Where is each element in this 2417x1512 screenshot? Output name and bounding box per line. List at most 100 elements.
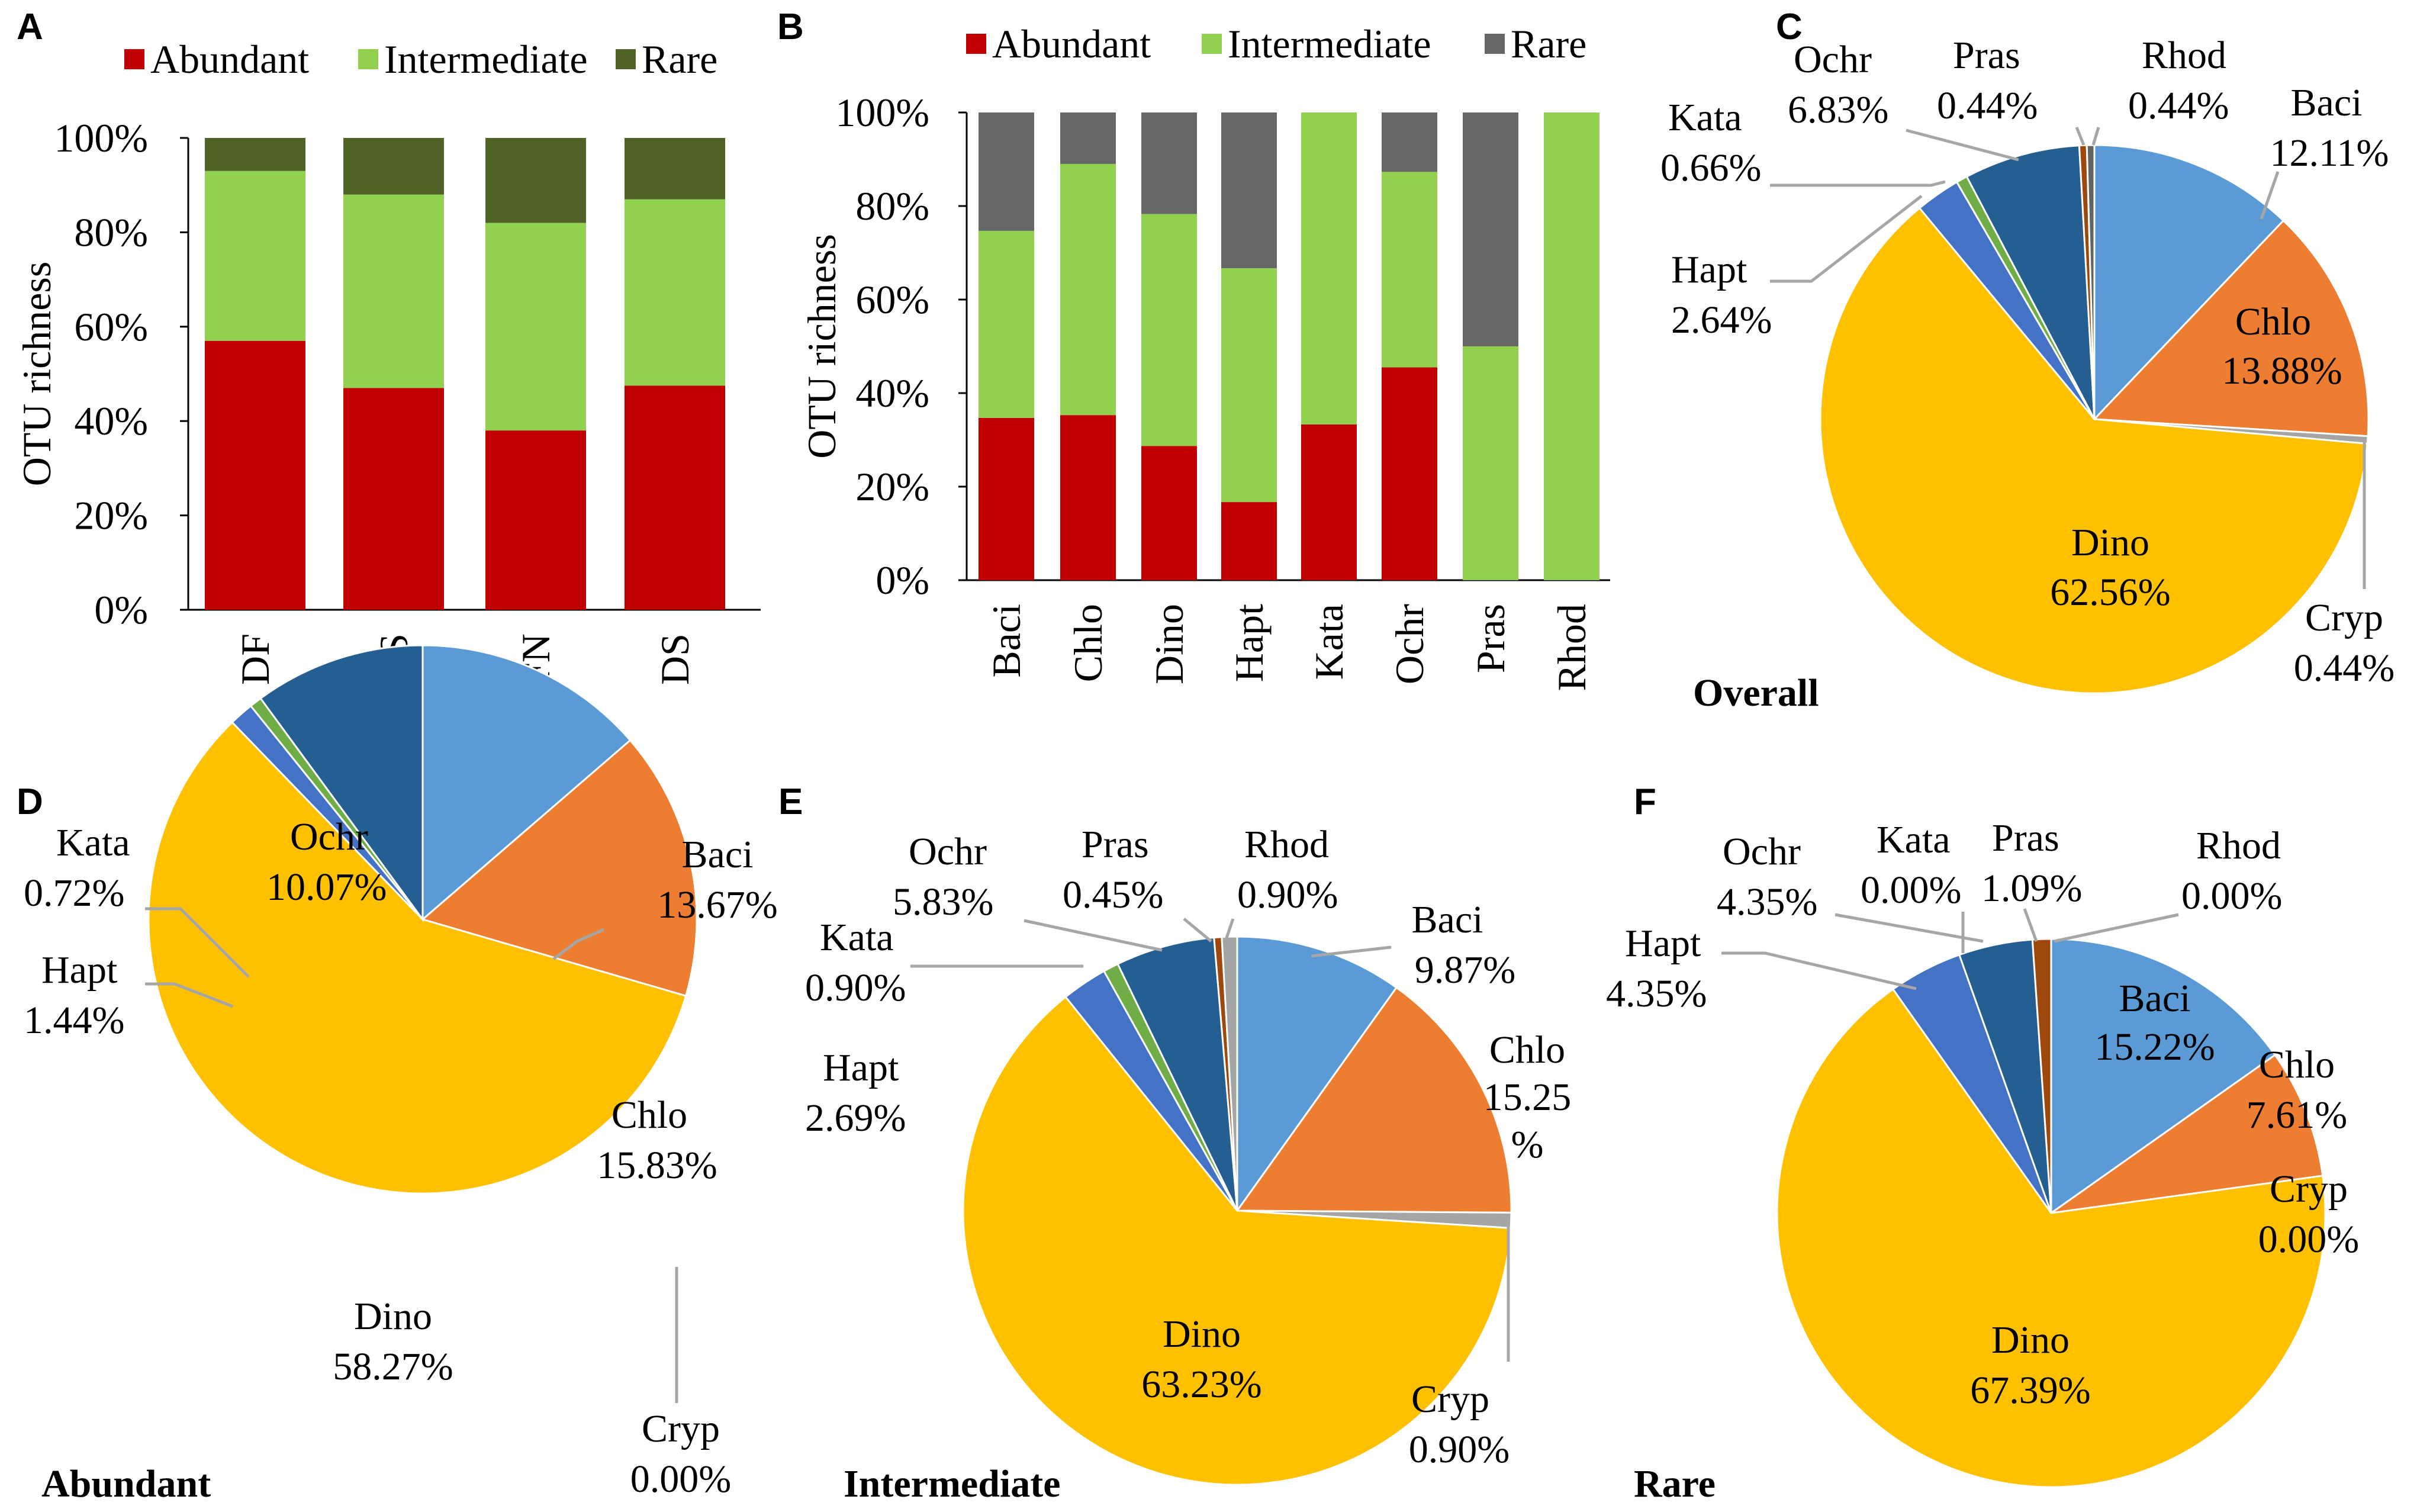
- leader-line-pras: [1183, 918, 1212, 942]
- slice-name-pras: Pras: [1992, 816, 2059, 860]
- bar-segment-hapt-rare: [1221, 112, 1277, 269]
- slice-name-chlo: Chlo: [1489, 1028, 1565, 1072]
- pie-title: Rare: [1634, 1462, 1716, 1505]
- legend-label-intermediate: Intermediate: [384, 37, 588, 82]
- pie-slice-baci: [421, 644, 632, 922]
- x-tick-label-df: DF: [233, 633, 278, 685]
- slice-name-cryp: Cryp: [642, 1407, 720, 1450]
- y-tick-label: 20%: [74, 493, 148, 538]
- bar-segment-df-abundant: [205, 340, 305, 610]
- slice-percent-rhod: 0.00%: [2181, 874, 2282, 918]
- slice-name-baci: Baci: [2119, 977, 2191, 1020]
- panel-b-stacked-bar-chart: B Abundant Intermediate Rare 0% 20% 40% 60% 80% 1…: [777, 7, 1610, 691]
- bar-segment-fn-rare: [485, 138, 586, 223]
- pie-slice-baci: [2093, 144, 2285, 422]
- bar-segment-chlo-abundant: [1060, 415, 1116, 580]
- slice-percent-chlo: 13.88%: [2222, 349, 2342, 393]
- slice-name-cryp: Cryp: [2305, 596, 2383, 639]
- slice-percent-hapt: 2.64%: [1671, 298, 1772, 342]
- y-tick-label: 60%: [74, 304, 148, 349]
- legend-swatch-intermediate: [1202, 34, 1222, 54]
- slice-name-chlo: Chlo: [612, 1093, 687, 1137]
- bar-segment-fn-abundant: [485, 430, 586, 610]
- pie-slice-baci: [2050, 938, 2277, 1215]
- bar-segment-hapt-intermediate: [1221, 268, 1277, 503]
- slice-name-hapt: Hapt: [41, 948, 117, 992]
- x-tick-label-kata: Kata: [1306, 604, 1351, 680]
- bar-segment-dino-abundant: [1141, 446, 1197, 580]
- panel-letter: C: [1776, 7, 1803, 47]
- legend-label-abundant: Abundant: [150, 37, 309, 82]
- bar-segment-chlo-rare: [1060, 112, 1116, 164]
- slice-name-hapt: Hapt: [1671, 248, 1747, 291]
- legend-swatch-intermediate: [358, 49, 378, 69]
- bar-segment-xs-rare: [343, 138, 444, 195]
- pie-slice-dino: [1776, 987, 2326, 1488]
- slice-percent-ochr: 10.07%: [266, 866, 387, 909]
- bar-segment-ochr-intermediate: [1382, 172, 1437, 368]
- slice-percent-pras: 0.45%: [1063, 873, 1163, 916]
- slice-percent-cryp: 0.00%: [2258, 1218, 2359, 1261]
- slice-percent-dino: 63.23%: [1141, 1363, 1261, 1406]
- slice-percent-hapt: 4.35%: [1606, 972, 1707, 1015]
- leader-line-ochr: [1835, 913, 1984, 943]
- y-tick-label: 20%: [855, 464, 929, 509]
- pie-slice-ochr: [1116, 937, 1238, 1211]
- pie-slice-pras: [2031, 938, 2052, 1214]
- legend-label-abundant: Abundant: [992, 21, 1151, 66]
- slice-name-rhod: Rhod: [2196, 824, 2281, 867]
- x-tick-label-chlo: Chlo: [1066, 604, 1111, 682]
- pie-slice-chlo: [1235, 986, 1512, 1214]
- slice-name-kata: Kata: [1668, 96, 1742, 139]
- slice-percent-dino: 67.39%: [1970, 1369, 2090, 1412]
- slice-percent-hapt: 1.44%: [24, 999, 124, 1042]
- pie-slice-dino: [1819, 207, 2368, 694]
- bar-segment-chlo-intermediate: [1060, 163, 1116, 416]
- slice-percent-ochr: 4.35%: [1717, 880, 1817, 924]
- bar-segment-dino-rare: [1141, 112, 1197, 214]
- y-tick-label: 40%: [855, 371, 929, 416]
- slice-name-pras: Pras: [1082, 823, 1149, 866]
- slice-name-rhod: Rhod: [1244, 823, 1329, 866]
- legend-swatch-rare: [616, 49, 636, 69]
- pie-title: Intermediate: [844, 1462, 1061, 1505]
- slice-percent-baci: 12.11%: [2270, 131, 2389, 175]
- slice-name-hapt: Hapt: [1625, 922, 1701, 965]
- y-tick-label: 0%: [876, 558, 929, 603]
- leader-line-baci: [1311, 945, 1392, 958]
- bar-segment-ochr-rare: [1382, 112, 1437, 172]
- leader-line-pras: [2075, 127, 2085, 146]
- y-tick-label: 100%: [835, 90, 929, 135]
- slice-percent-pras: 1.09%: [1981, 867, 2082, 910]
- y-tick-label: 100%: [54, 115, 148, 160]
- x-tick-label-ochr: Ochr: [1387, 604, 1432, 684]
- pie-slice-dino: [962, 995, 1512, 1486]
- slice-name-hapt: Hapt: [823, 1046, 899, 1089]
- slice-percent-kata: 0.72%: [24, 871, 124, 915]
- panel-letter: A: [17, 7, 43, 47]
- slice-percent-hapt: 2.69%: [805, 1096, 906, 1140]
- x-tick-label-rhod: Rhod: [1549, 604, 1594, 691]
- panel-letter: F: [1634, 781, 1656, 822]
- bar-segment-xs-abundant: [343, 388, 444, 610]
- slice-percent-kata: 0.90%: [805, 966, 906, 1009]
- legend-label-rare: Rare: [642, 37, 717, 82]
- slice-percent-baci: 9.87%: [1415, 948, 1515, 992]
- slice-percent-rhod: 0.44%: [2128, 84, 2229, 127]
- panel-letter: B: [777, 7, 804, 47]
- leader-line-kata: [1770, 180, 1946, 187]
- bar-segment-ochr-abundant: [1382, 367, 1437, 580]
- bar-segment-baci-abundant: [979, 417, 1034, 580]
- slice-name-chlo: Chlo: [2259, 1043, 2335, 1086]
- slice-percent-ochr: 6.83%: [1788, 88, 1888, 131]
- pie-slice-rhod: [1221, 935, 1238, 1211]
- legend-swatch-abundant: [966, 34, 986, 54]
- leader-line-rhod: [2054, 913, 2179, 943]
- x-tick-label-hapt: Hapt: [1227, 604, 1272, 682]
- slice-name-ochr: Ochr: [1794, 38, 1872, 81]
- pie-title: Overall: [1693, 671, 1819, 715]
- leader-line-hapt: [1770, 195, 1923, 283]
- slice-name-kata: Kata: [1877, 818, 1951, 861]
